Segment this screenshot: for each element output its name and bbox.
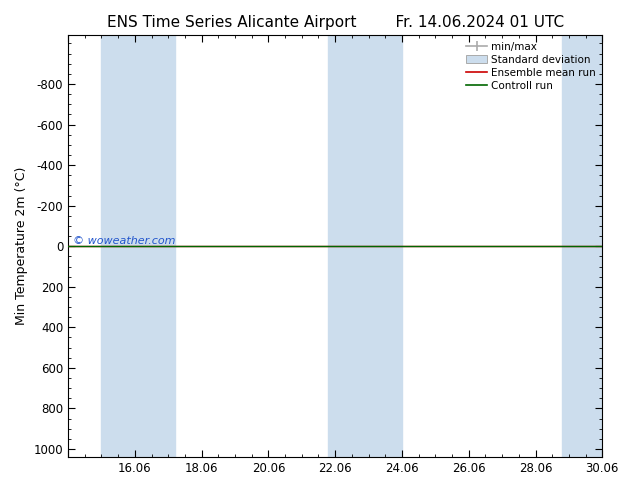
- Title: ENS Time Series Alicante Airport        Fr. 14.06.2024 01 UTC: ENS Time Series Alicante Airport Fr. 14.…: [107, 15, 564, 30]
- Legend: min/max, Standard deviation, Ensemble mean run, Controll run: min/max, Standard deviation, Ensemble me…: [462, 37, 600, 95]
- Bar: [101, 35, 175, 457]
- Text: © woweather.com: © woweather.com: [74, 236, 176, 246]
- Bar: [328, 35, 402, 457]
- Bar: [562, 35, 602, 457]
- Y-axis label: Min Temperature 2m (°C): Min Temperature 2m (°C): [15, 167, 28, 325]
